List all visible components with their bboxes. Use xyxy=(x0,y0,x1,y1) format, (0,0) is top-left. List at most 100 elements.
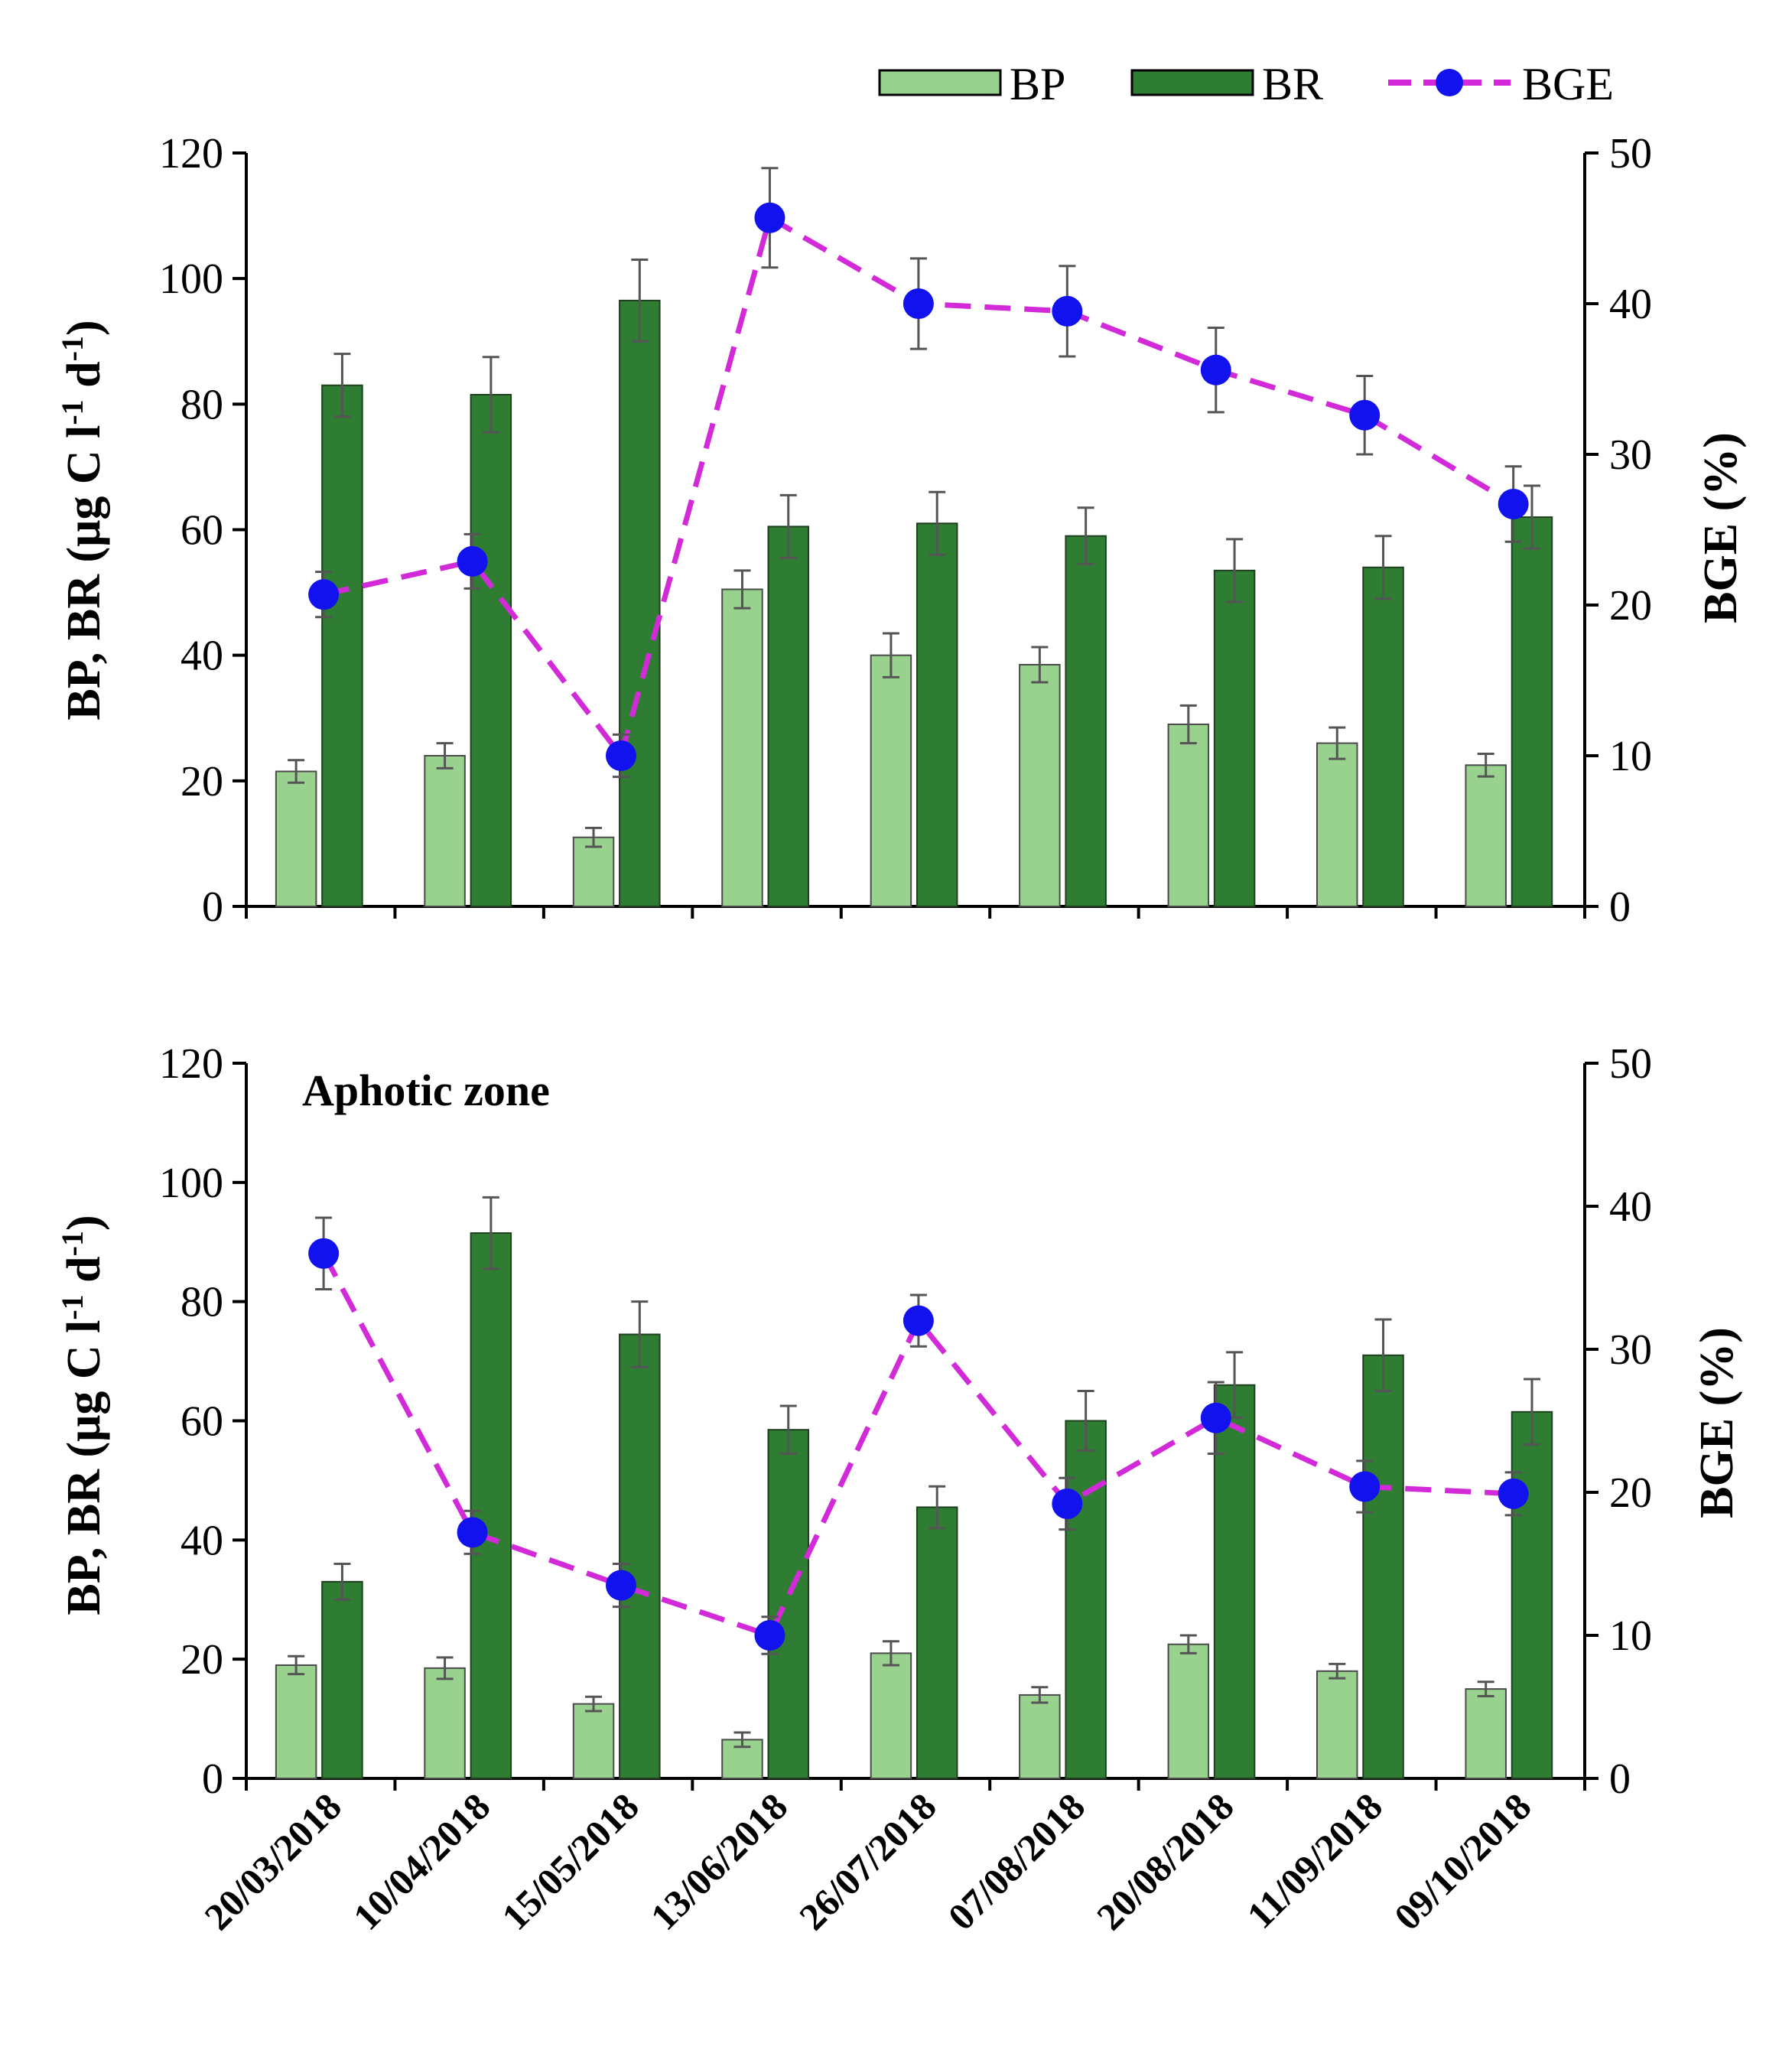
panel-bottom-ylabel-sup1: -1 xyxy=(55,1294,89,1319)
br-bar xyxy=(321,384,363,908)
legend-label-br: BR xyxy=(1262,59,1323,109)
x-tick-label: 07/08/2018 xyxy=(940,1785,1094,1938)
x-tick-label: 26/07/2018 xyxy=(791,1785,945,1938)
y-tick-label-right: 50 xyxy=(1609,130,1652,177)
panel-top-ylabel-sup1: -1 xyxy=(55,399,89,425)
panel-bottom-y2label: BGE (%) xyxy=(1691,1327,1743,1518)
bp-bar xyxy=(424,1667,466,1780)
bp-bar xyxy=(424,755,466,907)
bp-bar xyxy=(275,770,317,907)
br-bar xyxy=(916,522,958,908)
y-tick-label-right: 0 xyxy=(1609,1755,1631,1803)
br-bar xyxy=(1362,566,1404,907)
br-bar xyxy=(321,1580,363,1779)
bge-point xyxy=(457,1517,488,1548)
bp-bar xyxy=(870,1652,912,1779)
panel-top-ylabel-mid: d xyxy=(58,361,110,399)
bp-bar xyxy=(1019,663,1061,908)
bp-bar xyxy=(870,654,912,908)
panel-bottom: Aphotic zone 0 20 40 60 80 100 120 0 10 20 30 40 50 2… xyxy=(55,1040,1744,1938)
br-bar xyxy=(1213,1384,1256,1779)
br-bar xyxy=(1362,1354,1404,1779)
br-bar xyxy=(916,1506,958,1779)
panel-bottom-ylabel-main: BP, BR (μg C l xyxy=(58,1320,110,1615)
bp-bar xyxy=(572,1703,615,1780)
br-bar xyxy=(470,1232,512,1779)
panel-top-ylabel-sup2: -1 xyxy=(55,336,89,361)
bp-bar xyxy=(721,588,763,908)
bge-point xyxy=(903,1305,934,1336)
y-tick-label-left: 0 xyxy=(202,883,223,931)
bp-bar xyxy=(1167,1643,1210,1779)
panel-bottom-title: Aphotic zone xyxy=(302,1066,550,1115)
y-tick-label-right: 40 xyxy=(1609,281,1652,328)
y-tick-label-left: 60 xyxy=(181,1398,223,1446)
y-tick-label-left: 20 xyxy=(181,758,223,805)
y-tick-label-left: 120 xyxy=(159,1040,223,1088)
br-bar xyxy=(1511,1410,1553,1779)
br-bar xyxy=(1065,1420,1107,1779)
bge-point xyxy=(754,1620,785,1651)
y-tick-label-left: 80 xyxy=(181,381,223,428)
bge-point xyxy=(606,740,636,771)
bge-point xyxy=(308,1238,340,1269)
bge-point xyxy=(1052,295,1083,327)
x-tick-label: 11/09/2018 xyxy=(1238,1785,1390,1937)
y-tick-label-right: 0 xyxy=(1609,883,1631,931)
y-tick-label-left: 20 xyxy=(181,1636,223,1684)
x-tick-label: 20/03/2018 xyxy=(196,1785,350,1938)
bp-bar xyxy=(1465,1688,1507,1779)
legend-swatch-bp xyxy=(878,69,1002,96)
bge-point xyxy=(1349,399,1381,431)
x-tick-label: 10/04/2018 xyxy=(345,1785,499,1938)
bge-point xyxy=(1498,1478,1529,1509)
br-bar xyxy=(1511,516,1553,907)
bge-point xyxy=(903,288,934,319)
y-tick-label-right: 20 xyxy=(1609,582,1652,630)
y-tick-label-right: 50 xyxy=(1609,1040,1652,1088)
y-tick-label-left: 100 xyxy=(159,1160,223,1207)
x-tick-label: 20/08/2018 xyxy=(1088,1785,1242,1938)
y-tick-label-right: 20 xyxy=(1609,1469,1652,1517)
bp-bar xyxy=(1465,764,1507,907)
panel-top-ylabel: BP, BR (μg C l-1 d-1) xyxy=(55,320,111,720)
br-bar xyxy=(767,525,809,907)
panel-bottom-ylabel: BP, BR (μg C l-1 d-1) xyxy=(55,1215,111,1615)
panel-bottom-ylabel-mid: d xyxy=(58,1256,110,1294)
bp-bar xyxy=(1167,723,1210,907)
bp-bar xyxy=(1019,1693,1061,1780)
bge-point xyxy=(1349,1471,1381,1502)
y-tick-label-left: 0 xyxy=(202,1755,223,1803)
panel-top-ylabel-end: ) xyxy=(58,320,110,336)
br-bar xyxy=(470,394,512,907)
y-tick-label-right: 10 xyxy=(1609,1612,1652,1660)
bge-point xyxy=(606,1570,636,1601)
y-tick-label-left: 40 xyxy=(181,1517,223,1564)
bp-bar xyxy=(1316,1670,1358,1779)
y-tick-label-right: 40 xyxy=(1609,1183,1652,1231)
bge-point xyxy=(457,545,488,577)
panel-top-plot: 0 20 40 60 80 100 120 0 10 20 30 40 50 xyxy=(159,130,1652,931)
y-tick-label-left: 80 xyxy=(181,1279,223,1326)
legend-marker-bge xyxy=(1436,69,1463,96)
x-tick-label: 15/05/2018 xyxy=(493,1785,647,1938)
br-bar xyxy=(767,1429,809,1779)
panel-bottom-plot: 0 20 40 60 80 100 120 0 10 20 30 40 50 20/03/201810/0… xyxy=(159,1040,1652,1938)
y-tick-label-left: 120 xyxy=(159,130,223,177)
br-bar xyxy=(619,299,661,908)
bp-bar xyxy=(1316,742,1358,907)
bge-point xyxy=(1498,489,1529,520)
bge-point xyxy=(754,202,785,233)
br-bar xyxy=(1065,535,1107,907)
panel-top: 0 20 40 60 80 100 120 0 10 20 30 40 50 BP, BR (μg C … xyxy=(55,130,1748,931)
panel-top-ylabel-main: BP, BR (μg C l xyxy=(58,425,110,721)
bge-point xyxy=(1200,1402,1231,1433)
x-tick-label: 13/06/2018 xyxy=(642,1785,796,1938)
bge-point xyxy=(1052,1488,1083,1519)
legend-swatch-br xyxy=(1130,69,1254,96)
y-tick-label-left: 40 xyxy=(181,633,223,680)
panel-bottom-ylabel-end: ) xyxy=(58,1215,110,1231)
y-tick-label-left: 60 xyxy=(181,507,223,555)
